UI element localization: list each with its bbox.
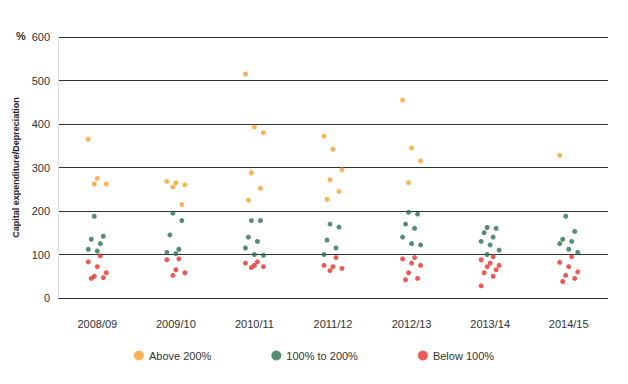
- svg-text:Above 200%: Above 200%: [149, 350, 212, 362]
- svg-text:2011/12: 2011/12: [314, 318, 353, 330]
- svg-text:200: 200: [32, 205, 50, 217]
- svg-text:400: 400: [32, 118, 50, 130]
- svg-text:100% to 200%: 100% to 200%: [286, 350, 358, 362]
- svg-text:2014/15: 2014/15: [549, 318, 589, 330]
- svg-text:500: 500: [32, 75, 50, 87]
- svg-text:2010/11: 2010/11: [235, 318, 274, 330]
- svg-text:2013/14: 2013/14: [470, 318, 510, 330]
- svg-text:600: 600: [32, 31, 50, 43]
- svg-text:Below 100%: Below 100%: [433, 350, 494, 362]
- svg-text:Capital expenditure/Depreciati: Capital expenditure/Depreciation: [11, 97, 21, 238]
- svg-text:300: 300: [32, 162, 50, 174]
- svg-text:0: 0: [44, 292, 50, 304]
- svg-text:2008/09: 2008/09: [77, 318, 117, 330]
- svg-text:100: 100: [32, 249, 50, 261]
- svg-text:2009/10: 2009/10: [156, 318, 196, 330]
- svg-text:2012/13: 2012/13: [392, 318, 432, 330]
- svg-text:%: %: [16, 30, 26, 42]
